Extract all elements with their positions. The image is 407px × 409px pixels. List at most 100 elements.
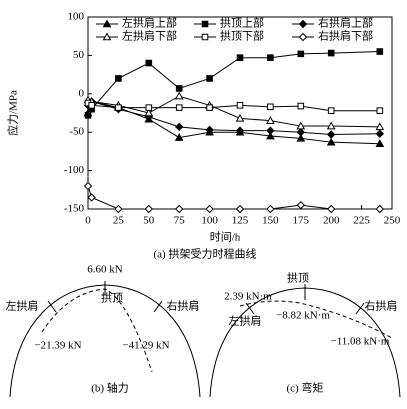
marker	[267, 103, 274, 111]
y-tick-label: 100	[68, 11, 85, 23]
label: 拱顶	[101, 291, 123, 305]
legend-marker	[201, 33, 209, 41]
x-tick-label: 175	[293, 215, 310, 227]
marker	[296, 133, 306, 142]
label: 左拱肩	[6, 299, 39, 313]
marker	[206, 75, 213, 82]
marker	[145, 104, 153, 111]
label: −21.39 kN	[34, 340, 81, 352]
marker	[235, 113, 245, 122]
marker	[267, 54, 274, 62]
y-tick-label: -50	[69, 126, 84, 138]
legend-marker	[102, 32, 112, 41]
label: 左拱肩	[229, 314, 262, 328]
x-tick-label: 25	[113, 215, 125, 227]
marker	[84, 112, 92, 119]
marker	[144, 108, 154, 117]
x-tick-label: 50	[143, 215, 155, 227]
marker	[297, 50, 305, 58]
marker	[236, 102, 244, 109]
legend-label: 左拱肩上部	[122, 16, 177, 30]
marker	[266, 116, 275, 124]
marker	[174, 122, 184, 132]
marker	[376, 107, 384, 114]
label: 右拱肩	[167, 299, 200, 313]
x-tick-label: 75	[174, 215, 186, 227]
y-tick-label: -150	[64, 203, 85, 215]
legend-label: 左拱肩下部	[122, 29, 177, 43]
y-tick-label: 50	[73, 49, 85, 61]
diagram-axial: 6.60 kN 拱顶 左拱肩 右拱肩 −21.39 kN −41.29 kN (…	[6, 264, 201, 398]
label: 右拱肩	[365, 299, 398, 313]
legend-label: 拱顶上部	[220, 16, 264, 30]
y-tick-label: -100	[64, 164, 85, 176]
tick	[355, 302, 365, 315]
legend-label: 拱顶下部	[220, 29, 264, 43]
x-tick-label: 200	[323, 215, 340, 227]
marker	[205, 125, 214, 135]
label: −11.08 kN·m	[331, 336, 390, 348]
legend-marker	[201, 20, 209, 28]
marker	[174, 204, 184, 214]
marker	[235, 204, 245, 214]
label: 6.60 kN	[87, 264, 123, 276]
x-axis-label: 时间/h	[210, 231, 241, 244]
marker	[375, 139, 385, 148]
label: 2.39 kN·m	[224, 291, 272, 303]
marker	[327, 107, 335, 114]
marker	[206, 104, 213, 111]
force-curve	[41, 288, 153, 373]
marker	[296, 127, 306, 137]
series-line	[87, 185, 380, 210]
marker	[115, 104, 122, 111]
marker	[83, 181, 93, 191]
x-tick-label: 150	[262, 215, 279, 227]
diagram-moment: 拱顶 2.39 kN·m 右拱肩 左拱肩 −8.82 kN·m −11.08 k…	[209, 271, 401, 398]
marker	[175, 104, 183, 111]
marker	[115, 75, 122, 82]
label: −8.82 kN·m	[276, 310, 330, 322]
marker	[205, 204, 214, 214]
y-axis-label: 应力/MPa	[6, 90, 20, 136]
caption: (a) 拱架受力时程曲线	[154, 247, 257, 261]
marker	[326, 137, 336, 146]
caption: (c) 弯矩	[287, 381, 324, 395]
marker	[375, 204, 385, 214]
marker	[326, 121, 336, 130]
x-tick-label: 250	[384, 215, 401, 227]
marker	[326, 204, 336, 214]
label: 拱顶	[287, 271, 309, 285]
marker	[266, 204, 275, 214]
x-tick-label: 125	[232, 215, 249, 227]
legend-marker	[298, 32, 308, 42]
y-tick-label: 0	[79, 87, 85, 99]
x-tick-label: 100	[201, 215, 218, 227]
series-line	[87, 100, 380, 136]
marker	[235, 126, 245, 135]
marker	[88, 102, 95, 109]
marker	[144, 204, 154, 214]
marker	[266, 126, 275, 135]
marker	[266, 131, 275, 140]
legend-label: 右拱肩下部	[318, 29, 373, 43]
marker	[376, 48, 384, 55]
marker	[296, 121, 306, 130]
x-tick-label: 0	[85, 215, 91, 227]
legend-marker	[102, 19, 112, 28]
marker	[296, 200, 306, 210]
marker	[175, 85, 183, 92]
marker	[174, 133, 184, 141]
marker	[145, 59, 153, 67]
marker	[297, 102, 305, 110]
marker	[327, 49, 335, 57]
tick	[47, 300, 57, 313]
series-line	[87, 102, 380, 112]
legend-marker	[298, 19, 308, 29]
marker	[236, 54, 244, 62]
marker	[174, 91, 184, 100]
marker	[87, 193, 96, 202]
marker	[375, 122, 385, 131]
tick	[153, 300, 163, 313]
